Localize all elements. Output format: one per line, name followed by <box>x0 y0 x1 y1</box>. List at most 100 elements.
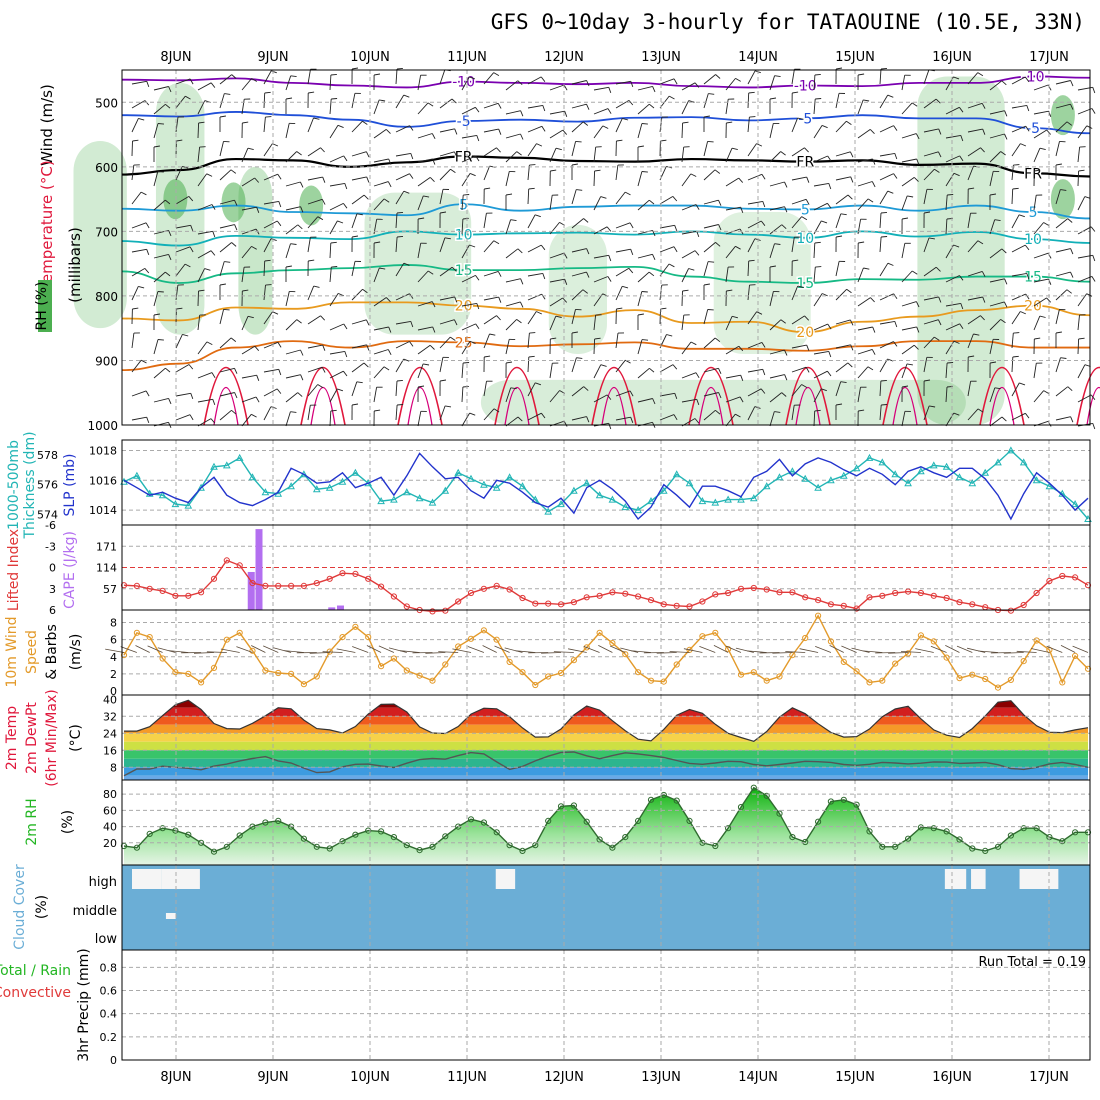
wind10-barb <box>799 648 819 653</box>
wind10-barb <box>967 647 986 653</box>
cloud-unit-label: (%) <box>34 895 50 919</box>
wind-barb <box>307 315 321 325</box>
rh-line-point <box>442 833 449 840</box>
wind-barb-feather <box>607 108 612 114</box>
wind-barb <box>483 315 497 325</box>
wind-barb-feather <box>792 259 799 262</box>
wind-barb <box>1011 104 1027 109</box>
wind-barb <box>637 339 643 355</box>
wind-barb-feather <box>165 367 171 373</box>
wind-barb <box>373 267 380 283</box>
wind-barb-feather <box>715 409 721 415</box>
wind-barb <box>989 319 1001 331</box>
wind-barb-feather <box>520 278 524 285</box>
wind-barb <box>1077 293 1087 307</box>
wind-barb-feather <box>694 82 700 88</box>
rh-line-point <box>403 842 410 849</box>
wind-barb <box>747 117 750 133</box>
lifted-index-line-point <box>506 586 513 593</box>
wind-barb <box>835 261 840 277</box>
wind10-barb <box>263 645 279 653</box>
wind-barb <box>901 344 915 355</box>
lifted-index-line-point <box>467 589 475 597</box>
wind-barb-feather <box>780 319 786 324</box>
wind-barb-feather <box>563 420 568 427</box>
wind-barb <box>241 396 257 403</box>
rh-line-point <box>390 834 397 841</box>
wind-barb-feather <box>529 164 536 166</box>
rh-tick: 60 <box>103 804 117 817</box>
wind-barb <box>571 121 584 133</box>
rh-line <box>123 786 1088 853</box>
rh-line-point <box>969 845 976 852</box>
wind-barb-feather <box>409 125 414 131</box>
wind-barb-feather <box>652 86 656 93</box>
wind10-barb <box>990 652 1011 654</box>
wind-barb-feather <box>893 125 898 131</box>
wind-barb-feather <box>497 271 502 277</box>
date-label-top: 13JUN <box>641 50 681 65</box>
wind-barb <box>725 316 733 331</box>
wind-barb <box>175 334 183 349</box>
wind-barb <box>351 93 356 109</box>
wind-barb <box>329 350 345 355</box>
wind-barb <box>439 98 453 109</box>
temp-contour-freezing <box>121 155 1091 178</box>
wind-barb <box>945 106 960 115</box>
thickness-line-point <box>415 494 424 502</box>
wind-barb <box>901 195 908 211</box>
wind-barb <box>197 100 206 115</box>
contour-label: 15 <box>455 263 473 279</box>
wind-speed-line-point <box>892 660 899 667</box>
wind-speed-line <box>123 614 1089 689</box>
thickness-line-point <box>904 479 912 487</box>
wind-barb <box>153 86 169 91</box>
lifted-index-line-point <box>596 592 603 599</box>
wind-barb <box>593 125 604 139</box>
lifted-index-line-point <box>185 592 192 599</box>
pressure-tick: 500 <box>95 96 118 110</box>
wind-barb <box>549 84 565 91</box>
thickness-line-point <box>698 497 707 505</box>
wind-barb-feather <box>188 196 194 202</box>
wind-barb <box>791 117 799 133</box>
wind-barb-feather <box>695 204 700 210</box>
wind-barb-feather <box>469 76 476 80</box>
wind-speed-line-point <box>455 643 462 650</box>
lifted-index-line-point <box>493 582 500 590</box>
wind10-barb <box>772 652 793 654</box>
wind-speed-line-point <box>853 668 860 675</box>
thickness-line-point <box>248 473 257 481</box>
wind-barb <box>725 148 733 163</box>
wind-barb-feather <box>475 323 480 330</box>
wind-barb-feather <box>190 225 194 232</box>
wind-barb-feather <box>247 147 254 151</box>
contour-label: 5 <box>459 197 468 213</box>
rh-shade <box>548 224 607 354</box>
temp-band <box>124 775 1088 780</box>
wind-barb-feather <box>674 225 678 232</box>
wind-barb-feather <box>231 74 237 79</box>
wind-barb <box>131 268 146 277</box>
rh-line-point <box>673 797 680 804</box>
wind-barb-feather <box>1019 382 1026 386</box>
wind-barb-feather <box>947 362 954 364</box>
wind-barb <box>637 253 653 259</box>
thickness-line-point <box>145 489 154 497</box>
contour-label: -10 <box>452 75 475 91</box>
wind-barb-feather <box>821 220 828 224</box>
wind-barb-feather <box>959 275 964 281</box>
wind-barb <box>351 194 365 205</box>
wind-barb-feather <box>652 398 656 405</box>
contour-label: -5 <box>1026 121 1040 137</box>
wind10-barb <box>378 645 395 653</box>
thickness-line-point <box>968 479 977 487</box>
wind-barb-feather <box>672 364 678 370</box>
rh-line-point <box>557 803 565 810</box>
wind-barb-feather <box>994 219 1001 222</box>
wind-barb-feather <box>893 173 898 179</box>
wind-barb <box>197 250 212 259</box>
wind-barb-feather <box>374 73 381 76</box>
wind-barb <box>373 366 385 379</box>
wind-barb-feather <box>317 216 324 221</box>
